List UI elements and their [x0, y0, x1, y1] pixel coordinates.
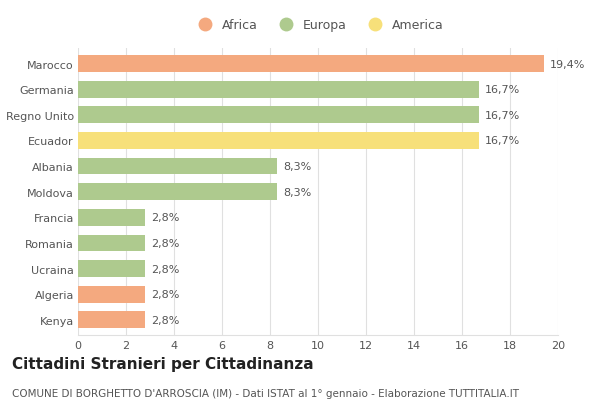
Bar: [78, 133, 479, 149]
Bar: [78, 107, 479, 124]
Legend: Africa, Europa, America: Africa, Europa, America: [187, 14, 449, 37]
Bar: [78, 286, 145, 303]
Bar: [78, 56, 544, 73]
Text: 16,7%: 16,7%: [485, 110, 520, 121]
Text: 2,8%: 2,8%: [151, 290, 179, 299]
Bar: [78, 235, 145, 252]
Text: 8,3%: 8,3%: [283, 187, 311, 197]
Text: 2,8%: 2,8%: [151, 264, 179, 274]
Bar: [78, 158, 277, 175]
Text: 2,8%: 2,8%: [151, 238, 179, 248]
Text: 19,4%: 19,4%: [550, 59, 585, 70]
Text: Cittadini Stranieri per Cittadinanza: Cittadini Stranieri per Cittadinanza: [12, 356, 314, 371]
Bar: [78, 184, 277, 200]
Text: COMUNE DI BORGHETTO D'ARROSCIA (IM) - Dati ISTAT al 1° gennaio - Elaborazione TU: COMUNE DI BORGHETTO D'ARROSCIA (IM) - Da…: [12, 389, 519, 398]
Text: 16,7%: 16,7%: [485, 136, 520, 146]
Text: 2,8%: 2,8%: [151, 213, 179, 223]
Bar: [78, 82, 479, 98]
Text: 8,3%: 8,3%: [283, 162, 311, 172]
Text: 2,8%: 2,8%: [151, 315, 179, 325]
Bar: [78, 261, 145, 277]
Text: 16,7%: 16,7%: [485, 85, 520, 95]
Bar: [78, 312, 145, 328]
Bar: [78, 209, 145, 226]
